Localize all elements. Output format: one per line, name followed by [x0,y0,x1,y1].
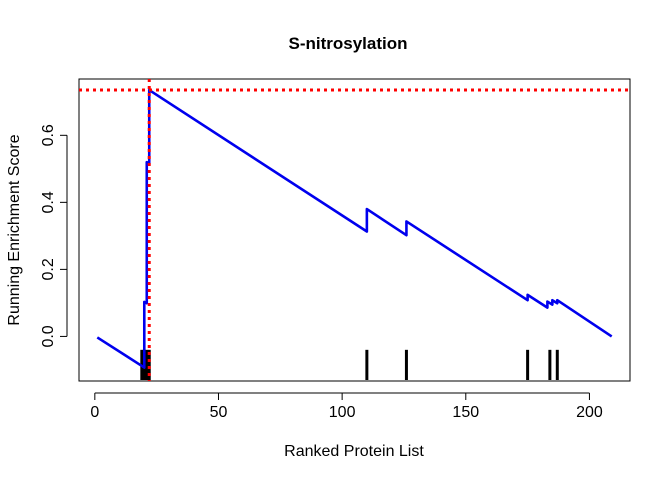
chart-title: S-nitrosylation [288,34,407,53]
x-axis-label: Ranked Protein List [284,443,424,460]
x-tick-label-0: 0 [90,404,99,421]
x-tick-label-3: 150 [452,404,479,421]
y-axis-label: Running Enrichment Score [6,134,23,325]
y-tick-label-1: 0.2 [40,258,57,280]
y-tick-label-0: 0.0 [40,325,57,347]
y-tick-label-2: 0.4 [40,191,57,213]
enrichment-score-line [96,88,613,369]
x-tick-label-4: 200 [576,404,603,421]
x-tick-label-1: 50 [210,404,228,421]
y-tick-label-3: 0.6 [40,124,57,146]
plot-frame [78,78,631,382]
x-tick-label-2: 100 [329,404,356,421]
